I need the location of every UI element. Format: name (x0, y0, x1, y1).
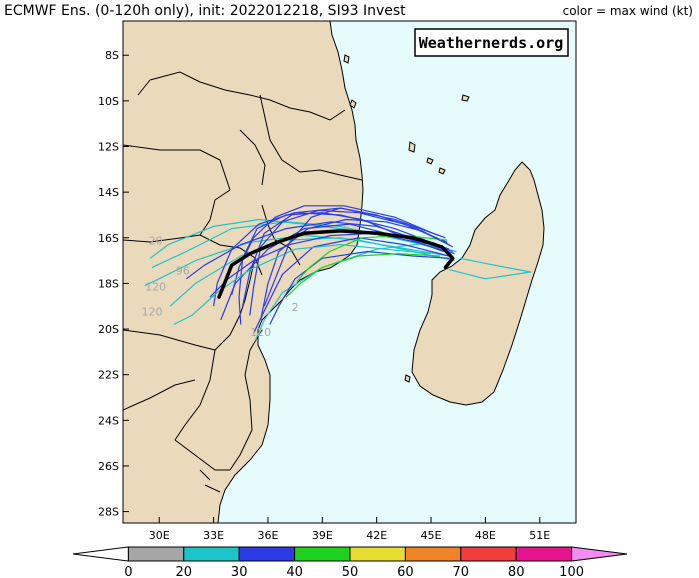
lat-tick-label: 8S (105, 49, 119, 62)
lon-tick-label: 30E (149, 529, 170, 542)
colorbar-bin (72, 546, 129, 562)
colorbar-label: 0 (124, 565, 132, 578)
ensemble-member-track (254, 241, 435, 341)
lon-tick-label: 45E (421, 529, 442, 542)
africa-landmass (123, 21, 364, 523)
lat-tick-label: 12S (98, 141, 119, 154)
ensemble-member-track (263, 207, 454, 307)
colorbar-bin (127, 546, 185, 562)
ensemble-member-track (144, 234, 455, 287)
colorbar-label: 30 (231, 565, 248, 578)
colorbar-bin (404, 546, 462, 562)
colorbar-bin (238, 546, 296, 562)
colorbar-bin (515, 546, 573, 562)
map-frame (122, 20, 577, 524)
lon-tick-label: 36E (257, 529, 278, 542)
ensemble-member-track (213, 212, 450, 307)
ensemble-member-track (209, 232, 455, 298)
ensemble-member-track (238, 212, 444, 325)
colorbar-label: 80 (508, 565, 525, 578)
forecast-hour-label: 120 (145, 280, 166, 293)
lat-tick-label: 26S (98, 460, 119, 473)
colorbar-bin (571, 546, 628, 562)
ensemble-member-track (449, 257, 532, 280)
ensemble-tracks (144, 205, 532, 341)
lat-tick-label: 14S (98, 186, 119, 199)
colorbar-bin (349, 546, 406, 562)
lat-tick-label: 18S (98, 277, 119, 290)
colorbar-label: 70 (453, 565, 470, 578)
forecast-hour-label: 2 (292, 301, 299, 314)
forecast-hour-label: 120 (250, 326, 271, 339)
colorbar-label: 100 (559, 565, 584, 578)
lat-tick-label: 22S (98, 369, 119, 382)
lon-tick-label: 39E (312, 529, 333, 542)
ensemble-member-track (269, 250, 452, 325)
madagascar (411, 161, 545, 406)
ensemble-member-track (242, 207, 446, 307)
ensemble-mean-track (217, 229, 455, 299)
latitude-ticks: 8S 10S 12S 14S 16S 18S 20S 22S 24S 26S 28S (98, 49, 129, 519)
ensemble-member-track (260, 218, 450, 321)
ensemble-member-track (173, 244, 432, 326)
wind-colorbar: 0 20 30 40 50 60 70 80 100 (72, 546, 628, 578)
lon-tick-label: 51E (529, 529, 550, 542)
forecast-hour-label: 120 (142, 305, 163, 318)
lat-tick-label: 16S (98, 232, 119, 245)
country-borders (123, 71, 363, 493)
lat-tick-label: 10S (98, 95, 119, 108)
lat-tick-label: 28S (98, 506, 119, 519)
lat-tick-label: 20S (98, 323, 119, 336)
longitude-ticks: 30E 33E 36E 39E 42E 45E 48E 51E (149, 517, 550, 542)
color-legend-title: color = max wind (kt) (562, 4, 693, 18)
colorbar-bin (183, 546, 240, 562)
colorbar-label: 50 (342, 565, 359, 578)
forecast-hour-label: 96 (176, 264, 190, 277)
colorbar-bin (460, 546, 517, 562)
colorbar-bin (294, 546, 351, 562)
lon-tick-label: 48E (475, 529, 496, 542)
ensemble-member-track (231, 205, 439, 295)
forecast-hour-labels: 120 120 96 120 20 2 (142, 235, 299, 339)
lon-tick-label: 33E (203, 529, 224, 542)
watermark-text: Weathernerds.org (419, 34, 564, 52)
watermark-box: Weathernerds.org (414, 28, 569, 57)
colorbar-label: 60 (397, 565, 414, 578)
islands (343, 54, 470, 383)
lat-tick-label: 24S (98, 414, 119, 427)
forecast-hour-label: 20 (149, 235, 163, 248)
colorbar-label: 20 (176, 565, 193, 578)
ensemble-member-track (285, 253, 441, 298)
lon-tick-label: 42E (366, 529, 387, 542)
colorbar-label: 40 (286, 565, 303, 578)
figure-title: ECMWF Ens. (0-120h only), init: 20220122… (4, 3, 406, 19)
